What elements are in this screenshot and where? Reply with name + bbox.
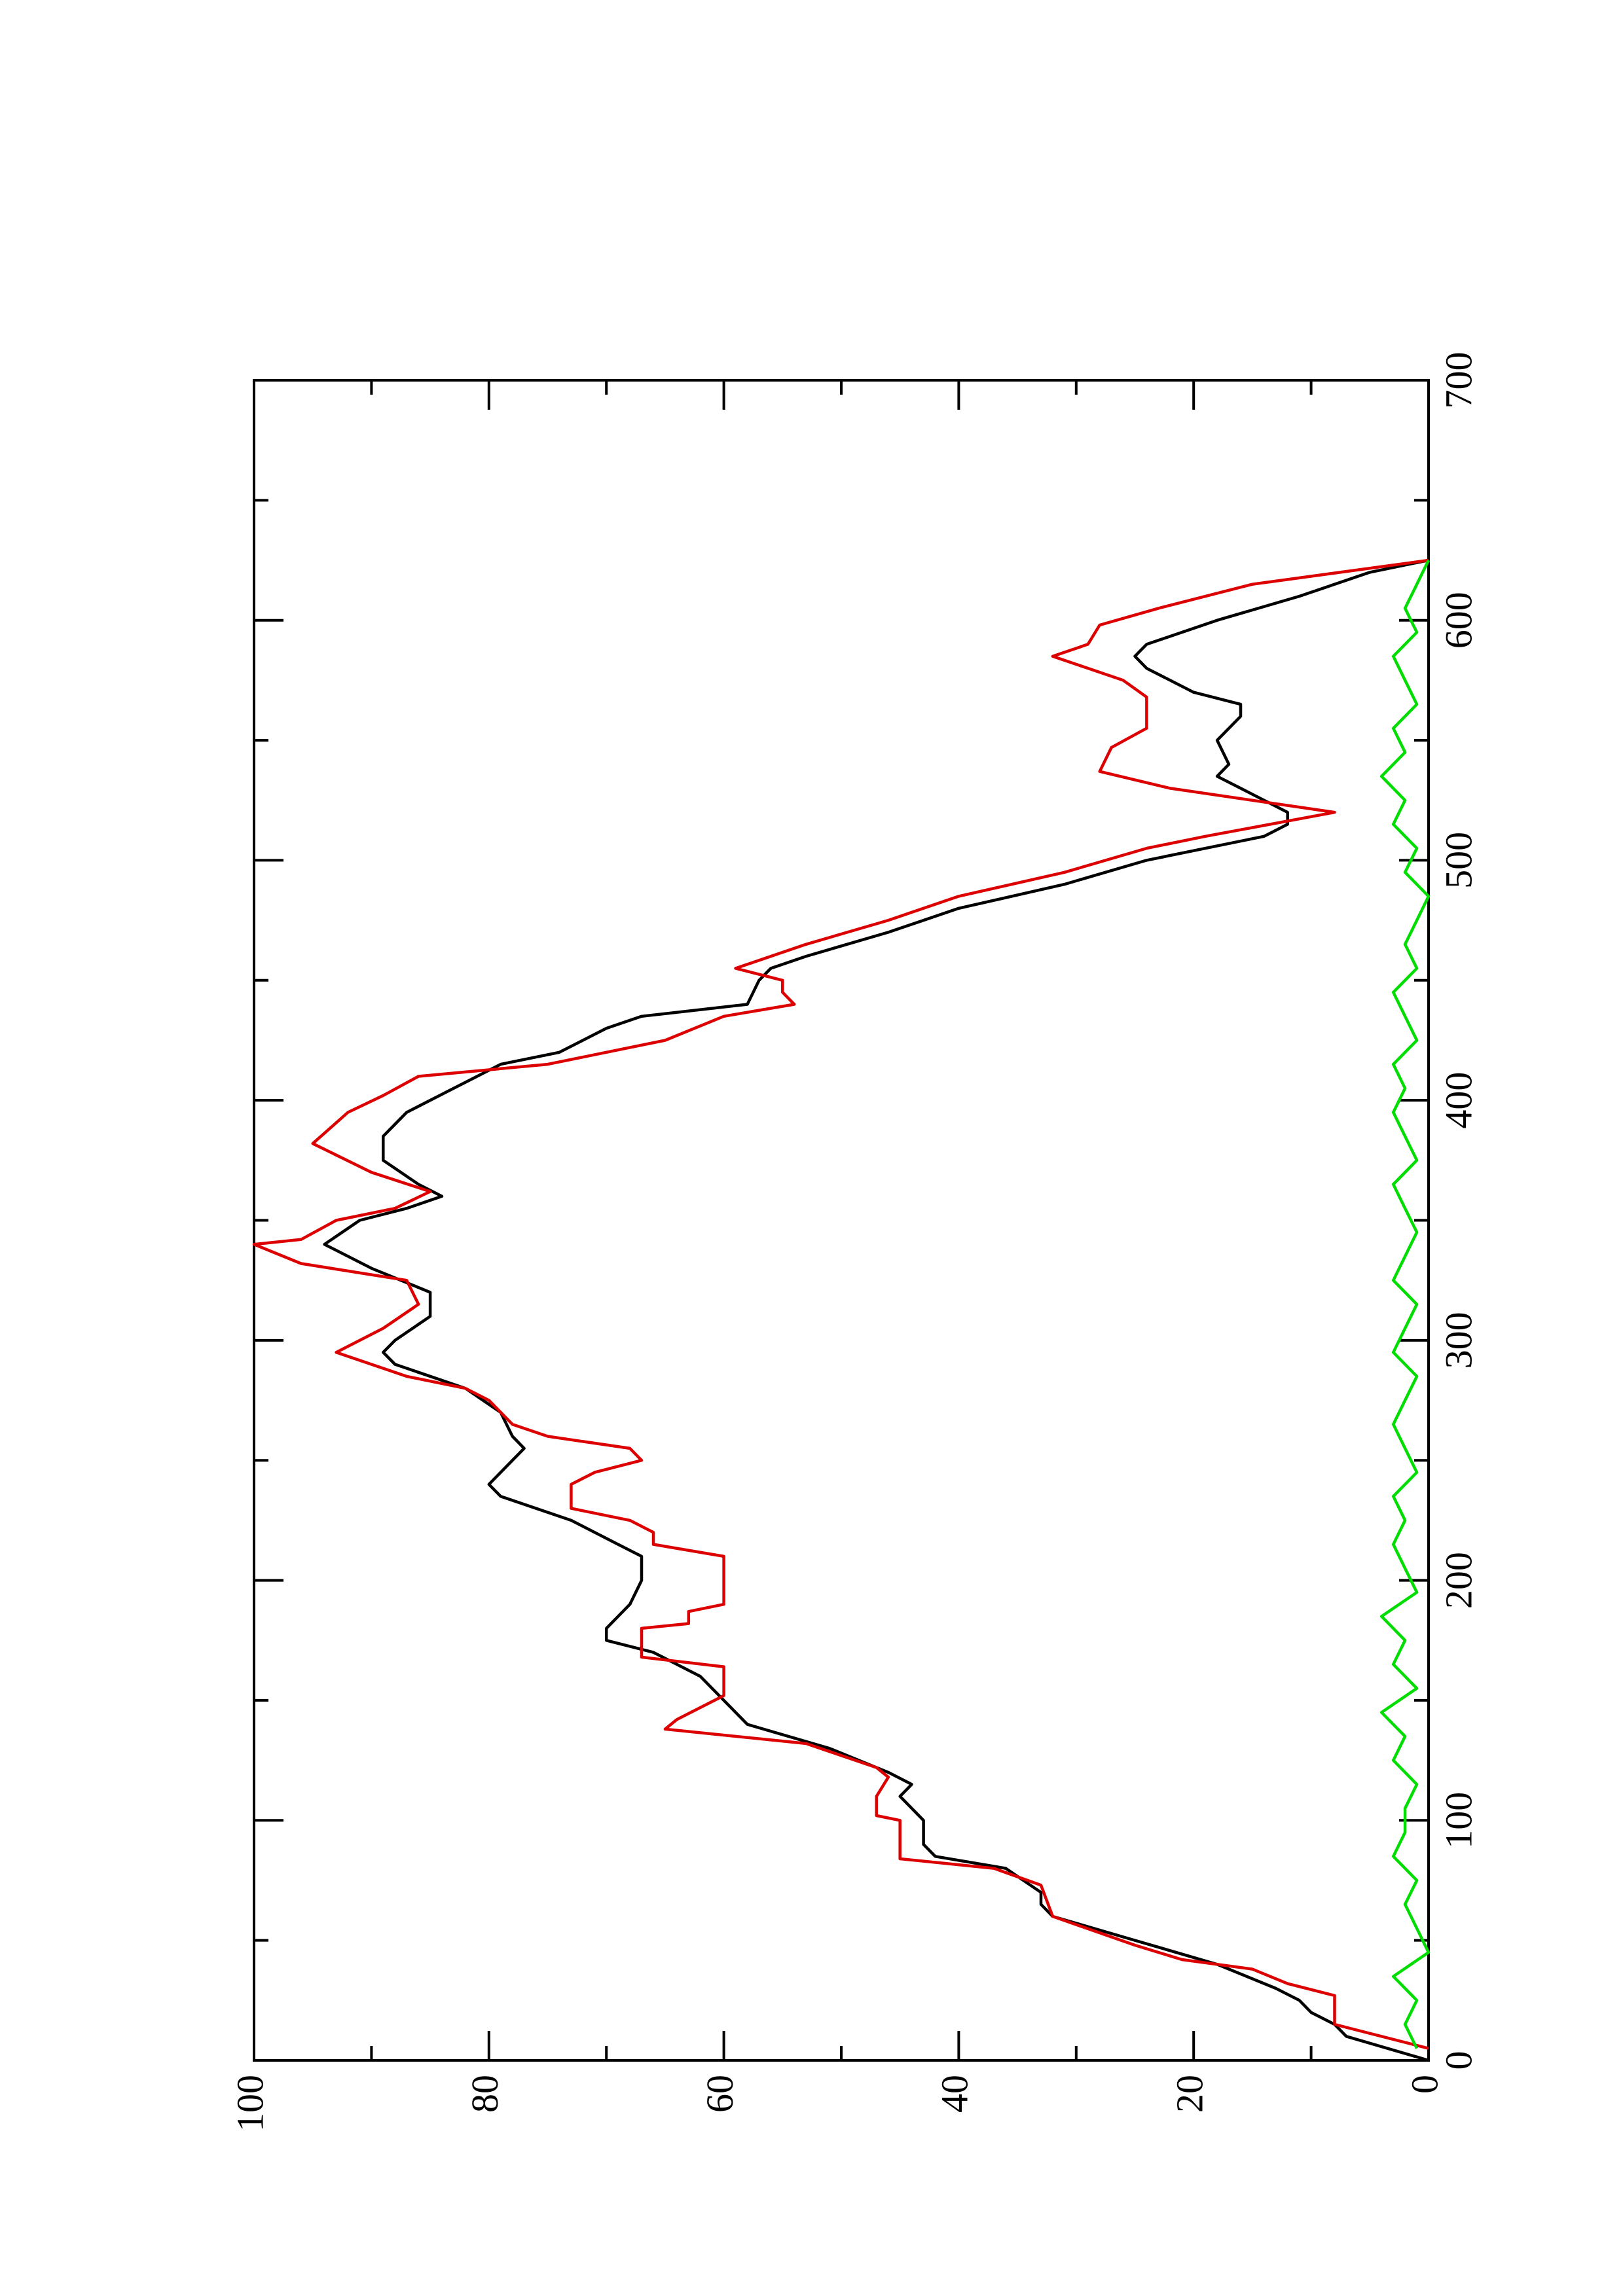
x-tick-label: 600 [1437,592,1480,649]
x-tick-label: 300 [1437,1312,1480,1369]
plot-frame [253,379,1430,2062]
x-tick-label: 400 [1437,1072,1480,1129]
x-tick-label: 700 [1437,352,1480,409]
y-tick-label: 40 [934,2075,976,2113]
x-tick-label: 100 [1437,1792,1480,1849]
x-tick-label: 500 [1437,832,1480,889]
x-tick-label: 200 [1437,1552,1480,1609]
series-line [252,558,1429,2050]
y-tick-label: 60 [699,2075,741,2113]
series-line [323,558,1429,2062]
y-tick-label: 0 [1403,2075,1446,2094]
y-tick-label: 100 [228,2075,271,2132]
series-line [1379,560,1431,2049]
x-tick-label: 0 [1437,2051,1480,2070]
y-tick-label: 20 [1169,2075,1211,2113]
y-tick-label: 80 [464,2075,506,2113]
